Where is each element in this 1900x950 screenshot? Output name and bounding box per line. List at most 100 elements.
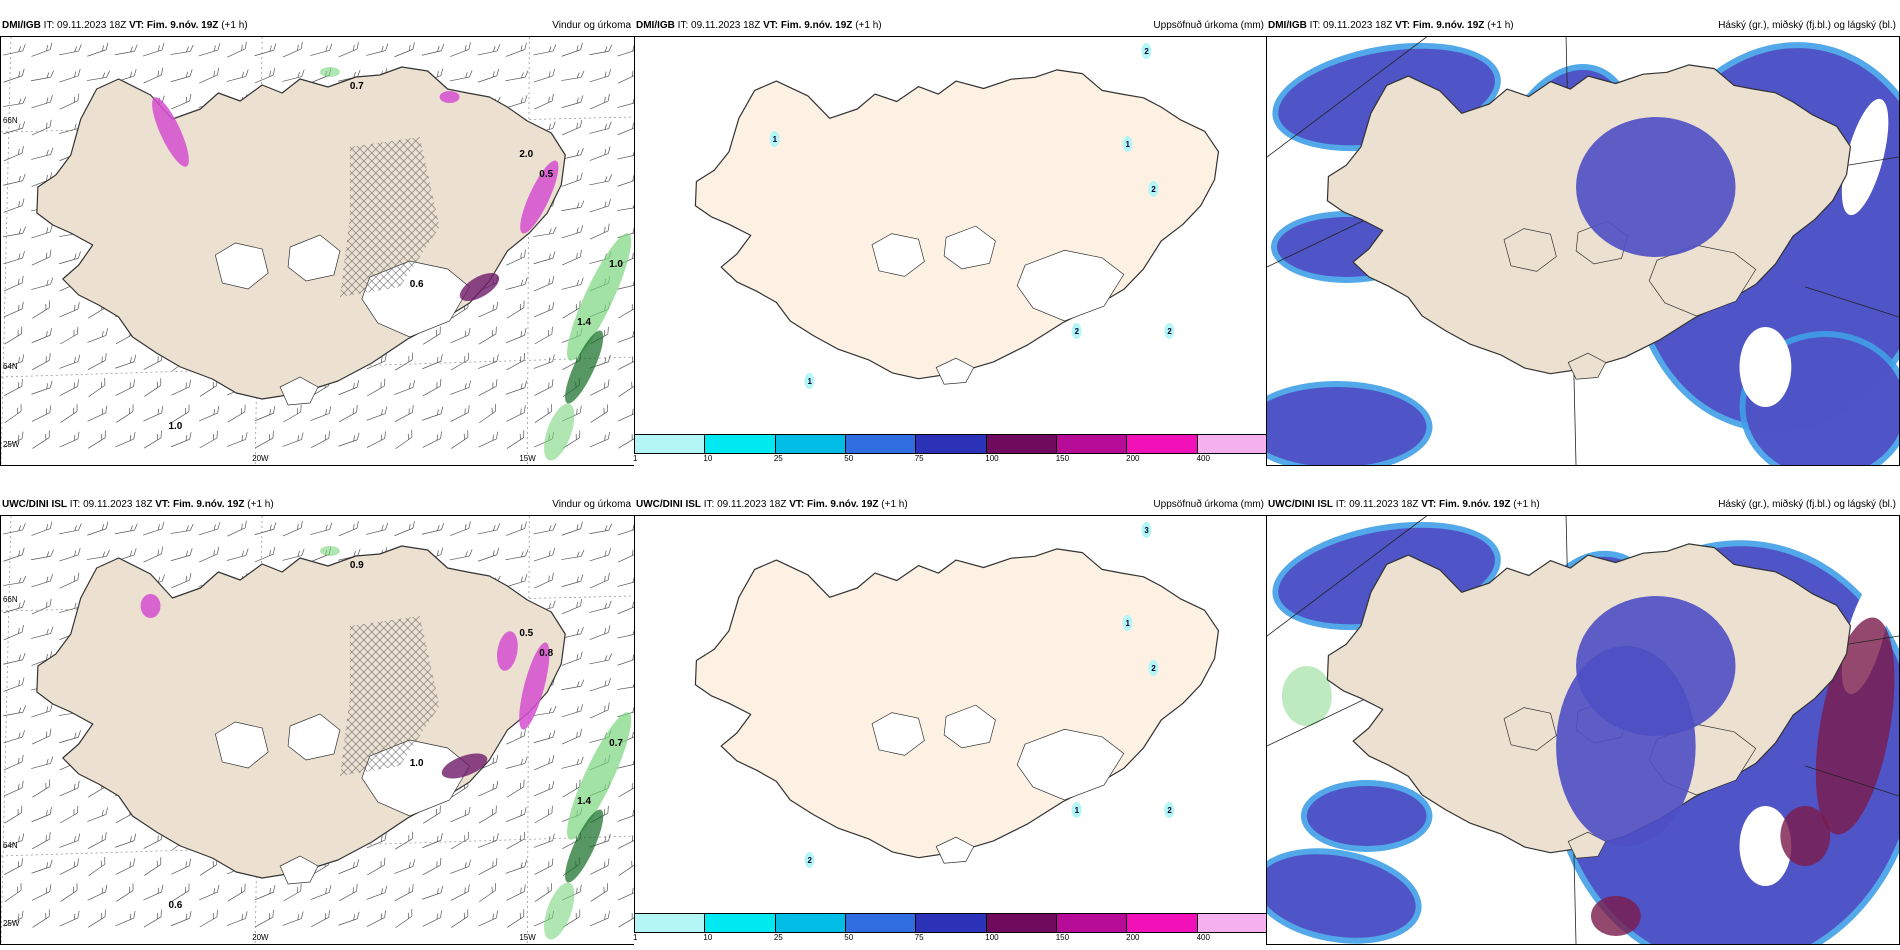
wind-barb [589, 600, 612, 613]
cloud-area-high [1590, 896, 1641, 936]
wind-barb [589, 198, 611, 213]
wind-barb [310, 43, 333, 56]
map-clouds[interactable] [1266, 36, 1900, 466]
wind-barb [561, 756, 584, 769]
wind-barb [505, 277, 528, 290]
wind-barb [366, 406, 388, 421]
wind-barb [561, 704, 584, 718]
wind-barb [283, 883, 302, 902]
wind-barb [366, 910, 386, 927]
wind-barb [32, 300, 50, 319]
wind-barb [589, 653, 612, 665]
map-wind[interactable]: 0.9 0.7 0.6 1.4 1.0 0.8 0.5 66N 64N 25W 20W 15W [0, 515, 635, 945]
precip-area [567, 233, 632, 361]
wind-barb [227, 883, 246, 902]
wind-barb [561, 574, 584, 588]
wind-barb [116, 404, 134, 423]
lat-label-66n: 66N [3, 116, 18, 125]
wind-barb [87, 521, 109, 536]
wind-barb [394, 42, 415, 58]
glacier [943, 704, 996, 749]
precip-contour [804, 373, 815, 389]
wind-barb [254, 546, 276, 563]
wind-barb [533, 780, 555, 797]
precip-value-label: 0.8 [539, 648, 553, 659]
lead-label: (+1 h) [247, 499, 274, 510]
legend-tick-label: 1 [633, 454, 638, 463]
graticule-line [526, 37, 530, 465]
wind-barb [59, 858, 79, 875]
wind-barb [115, 379, 135, 396]
glacier [871, 233, 925, 277]
wind-barb [3, 705, 26, 717]
wind-barb [254, 67, 276, 84]
wind-barb [451, 909, 469, 928]
graticule-line [1, 516, 12, 944]
wind-barb [171, 572, 192, 589]
vt-label: VT: [763, 20, 779, 31]
wind-barb [561, 651, 583, 666]
wind-barb [199, 884, 220, 901]
wind-barb [533, 251, 556, 265]
wind-barb [422, 857, 442, 876]
wind-barb [170, 44, 194, 55]
map-wind[interactable]: 0.7 1.0 1.0 1.4 0.6 0.5 2.0 66N 64N 25W 20W 15W [0, 36, 635, 466]
wind-barb [31, 147, 54, 160]
precip-contour [1071, 802, 1082, 818]
wind-barb [617, 601, 634, 615]
wind-barb [422, 910, 442, 927]
map-precip[interactable]: 2 1 2 2 2 1 1 [634, 36, 1268, 436]
precip-value-label: 2 [1075, 327, 1080, 336]
lat-label-64n: 64N [3, 841, 18, 850]
wind-barb [30, 70, 54, 82]
legend-tick-label: 50 [844, 454, 854, 463]
wind-barb [3, 833, 25, 848]
wind-barb [449, 549, 473, 561]
wind-barb [533, 730, 556, 744]
graticule-line [526, 516, 530, 944]
wind-barb [4, 883, 22, 903]
it-value: 09.11.2023 18Z [1323, 20, 1393, 31]
wind-barb [282, 41, 303, 58]
wind-barb [450, 831, 469, 850]
wind-barb [589, 858, 610, 875]
precip-value-label: 2.0 [519, 149, 533, 160]
lon-label-20w: 20W [252, 933, 269, 942]
glacier [871, 712, 925, 756]
precip-value-label: 1.0 [168, 421, 182, 432]
wind-barb [506, 300, 525, 319]
wind-barb [366, 832, 387, 849]
wind-barb [589, 523, 613, 535]
precip-legend: 1 10 25 50 75 100 150 200 400 [633, 434, 1268, 464]
cloud-gap [1739, 806, 1792, 886]
wind-barb [450, 521, 471, 536]
wind-barb [479, 404, 496, 424]
wind-barb [59, 431, 80, 448]
wind-barb [533, 275, 555, 292]
wind-barb [255, 909, 274, 928]
cloud-area-other [1281, 666, 1332, 726]
wind-barb [338, 859, 359, 875]
wind-barb [59, 805, 79, 824]
map-precip[interactable]: 3 1 2 2 1 2 [634, 515, 1268, 915]
wind-barb [339, 404, 358, 423]
legend-swatch [775, 435, 846, 453]
wind-barb [226, 432, 248, 447]
wind-barb [31, 277, 54, 290]
wind-barb [422, 431, 442, 448]
wind-barb [505, 380, 527, 395]
wind-barb [59, 326, 79, 345]
legend-swatch [1127, 914, 1198, 932]
source-label: DMI/IGB [636, 20, 675, 31]
wind-barb [199, 405, 220, 422]
wind-barb [589, 431, 610, 448]
wind-barb [227, 41, 247, 58]
wind-barb [144, 378, 162, 397]
wind-barb [533, 44, 557, 56]
precip-area [565, 809, 604, 883]
panel-title: Uppsöfnuð úrkoma (mm) [1153, 499, 1264, 510]
precip-value-label: 1.4 [577, 796, 591, 807]
map-clouds[interactable] [1266, 515, 1900, 945]
wind-barb [310, 406, 332, 421]
it-label: IT: [703, 499, 715, 510]
